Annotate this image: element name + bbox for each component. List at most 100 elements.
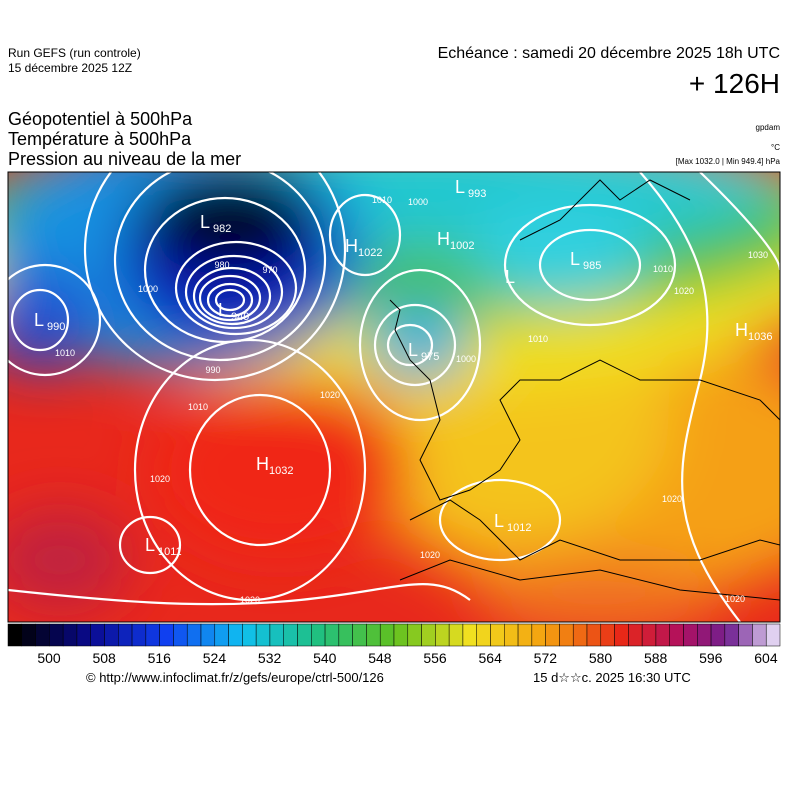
- isobar-label: 1020: [320, 390, 340, 400]
- colorbar-cell: [214, 623, 229, 647]
- center-letter: L: [34, 310, 44, 330]
- colorbar-cell: [462, 623, 477, 647]
- colorbar-cell: [517, 623, 533, 647]
- colorbar-label: 588: [644, 650, 668, 666]
- center-value: 982: [213, 223, 231, 235]
- colorbar-cell: [724, 623, 739, 647]
- center-value: 1012: [507, 522, 531, 534]
- isobar-label: 1030: [748, 250, 768, 260]
- colorbar-label: 532: [258, 650, 282, 666]
- colorbar-cell: [669, 623, 684, 647]
- colorbar-cell: [628, 623, 643, 647]
- center-letter: L: [455, 177, 465, 197]
- isobar-label: 1010: [528, 334, 548, 344]
- run-name: Run GEFS (run controle): [8, 46, 141, 60]
- colorbar-cell: [531, 623, 546, 647]
- center-letter: L: [145, 535, 155, 555]
- center-letter: L: [408, 340, 418, 360]
- colorbar-cell: [338, 623, 353, 647]
- center-letter: L: [505, 267, 515, 287]
- colorbar-label: 508: [92, 650, 116, 666]
- center-value: 985: [583, 260, 601, 272]
- colorbar-cell: [586, 623, 602, 647]
- colorbar-cell: [49, 623, 64, 647]
- colorbar-cell: [710, 623, 726, 647]
- colorbar-label: 572: [534, 650, 558, 666]
- center-letter: H: [437, 229, 450, 249]
- isobar-label: 1010: [372, 195, 392, 205]
- isobars: [8, 172, 780, 622]
- colorbar-cell: [173, 623, 188, 647]
- colorbar-cell: [683, 623, 698, 647]
- colorbar-cell: [159, 623, 174, 647]
- center-letter: H: [345, 236, 358, 256]
- colorbar-cell: [297, 623, 312, 647]
- center-value: 993: [468, 188, 486, 200]
- isobar-label: 1020: [662, 494, 682, 504]
- colorbar-cell: [76, 623, 91, 647]
- colorbar-cell: [476, 623, 491, 647]
- colorbar-label: 596: [699, 650, 723, 666]
- colorbar-cell: [104, 623, 119, 647]
- center-letter: H: [735, 320, 748, 340]
- colorbar-cell: [118, 623, 133, 647]
- center-letter: H: [256, 454, 269, 474]
- center-letter: L: [494, 511, 504, 531]
- isobar-label: 1000: [138, 284, 158, 294]
- colorbar-label: 516: [148, 650, 172, 666]
- colorbar-cell: [311, 623, 326, 647]
- isobar-label: 980: [214, 260, 229, 270]
- center-value: 990: [47, 321, 65, 333]
- center-value: 1002: [450, 240, 474, 252]
- isobar-label: 1010: [55, 348, 75, 358]
- temperature-field: [8, 172, 780, 622]
- colorbar-cell: [393, 623, 409, 647]
- valid-time: Echéance : samedi 20 décembre 2025 18h U…: [437, 45, 780, 62]
- isobar-label: 1020: [420, 550, 440, 560]
- colorbar-cell: [228, 623, 243, 647]
- lead-time: + 126H: [688, 68, 780, 99]
- center-value: 1011: [158, 546, 182, 558]
- colorbar-cell: [752, 623, 767, 647]
- title: Pression au niveau de la mer: [8, 149, 242, 169]
- center-value: 1032: [269, 465, 293, 477]
- center-letter: L: [570, 249, 580, 269]
- isobar-label: 990: [205, 365, 220, 375]
- colorbar-cell: [242, 623, 257, 647]
- run-date: 15 décembre 2025 12Z: [8, 61, 133, 75]
- isobar-label: 970: [262, 265, 277, 275]
- issued-time: 15 d☆☆c. 2025 16:30 UTC: [533, 670, 691, 685]
- isobar-label: 1000: [408, 197, 428, 207]
- colorbar-cell: [641, 623, 657, 647]
- colorbar-cell: [7, 623, 23, 647]
- center-value: 1022: [358, 247, 382, 259]
- center-value: 949: [231, 311, 249, 323]
- isobar-label: 1010: [188, 402, 208, 412]
- colorbar-cell: [145, 623, 160, 647]
- colorbar-cell: [62, 623, 78, 647]
- colorbar-label: 500: [37, 650, 61, 666]
- colorbar-label: 604: [754, 650, 778, 666]
- colorbar-cell: [35, 623, 50, 647]
- isobar-label: 1020: [150, 474, 170, 484]
- colorbar-cell: [131, 623, 147, 647]
- map-frame: [7, 171, 781, 623]
- isobar-label: 1020: [674, 286, 694, 296]
- colorbar-cell: [421, 623, 436, 647]
- colorbar-cell: [738, 623, 753, 647]
- source-url: © http://www.infoclimat.fr/z/gefs/europe…: [86, 670, 384, 685]
- isobar-label: 1000: [456, 354, 476, 364]
- colorbar-cell: [572, 623, 588, 647]
- isobar-label: 1020: [240, 595, 260, 605]
- center-letter: L: [218, 300, 228, 320]
- colorbar-cell: [490, 623, 505, 647]
- unit: [Max 1032.0 | Min 949.4] hPa: [675, 157, 780, 166]
- colorbar-label: 540: [313, 650, 337, 666]
- colorbar-cell: [200, 623, 216, 647]
- colorbar-cell: [324, 623, 340, 647]
- colorbar-cell: [352, 623, 367, 647]
- colorbar-cell: [186, 623, 202, 647]
- unit: °C: [771, 143, 780, 152]
- colorbar-cell: [600, 623, 615, 647]
